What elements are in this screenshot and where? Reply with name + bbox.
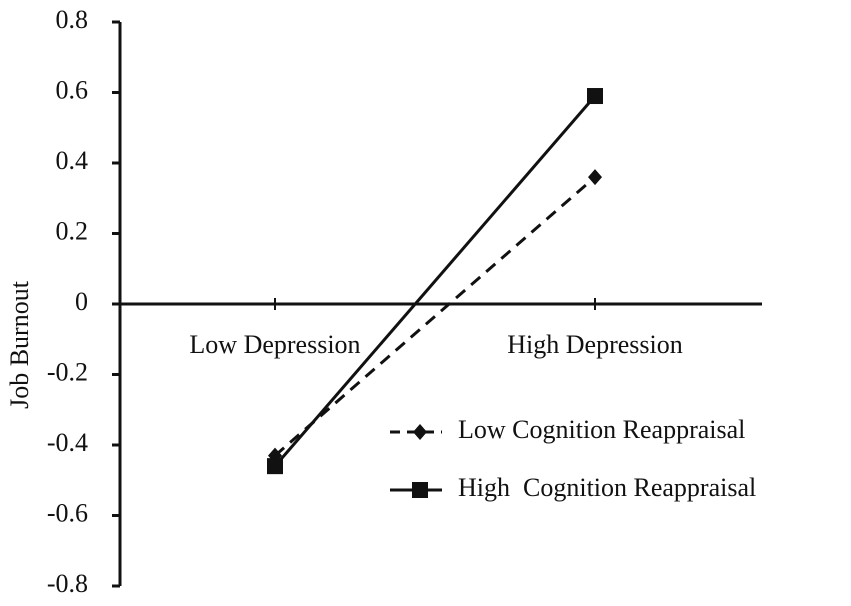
y-tick-label: 0 — [75, 287, 88, 316]
series-line — [274, 175, 596, 457]
y-tick-label: 0.2 — [56, 216, 89, 245]
x-tick-label: Low Depression — [189, 330, 360, 359]
y-tick-label: -0.6 — [47, 498, 88, 527]
y-tick-label: 0.4 — [56, 146, 89, 175]
x-tick-label: High Depression — [507, 330, 682, 359]
y-axis-label: Job Burnout — [5, 280, 34, 409]
marker — [587, 88, 603, 105]
legend-label: Low Cognition Reappraisal — [458, 415, 745, 444]
y-tick-label: 0.8 — [56, 5, 89, 34]
marker — [588, 169, 602, 186]
legend-label: High Cognition Reappraisal — [458, 473, 756, 502]
y-tick-label: -0.2 — [47, 357, 88, 386]
y-tick-label: -0.8 — [47, 569, 88, 598]
marker — [413, 424, 427, 440]
y-tick-label: -0.4 — [47, 428, 88, 457]
marker — [267, 458, 283, 475]
y-tick-label: 0.6 — [56, 75, 89, 104]
marker — [412, 482, 428, 498]
series-line — [273, 95, 597, 468]
